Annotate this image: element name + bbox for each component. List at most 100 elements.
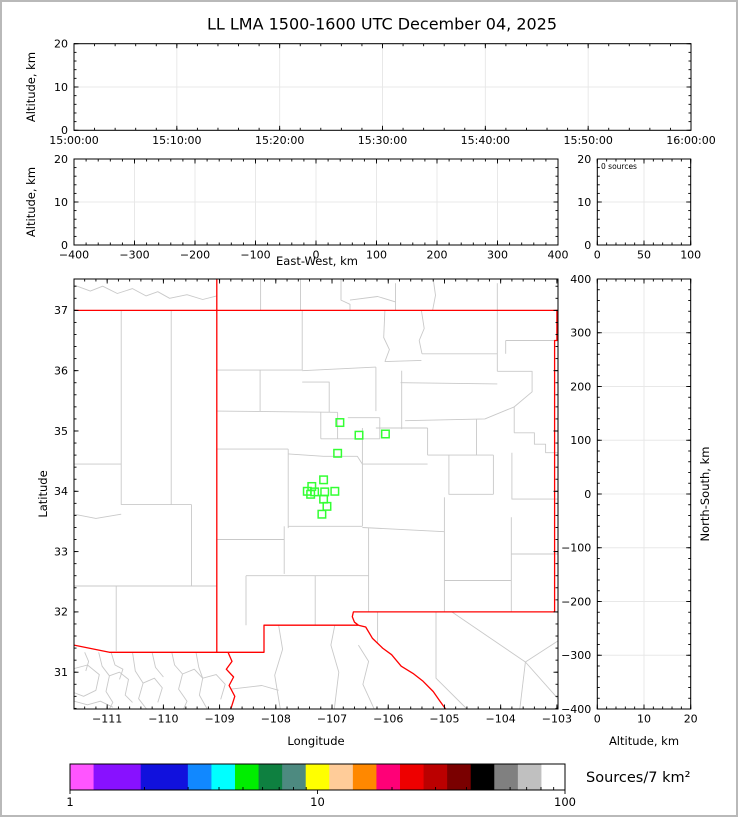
colorbar-segment xyxy=(541,764,566,790)
tick-label: 400 xyxy=(548,249,569,262)
colorbar-segment xyxy=(517,764,542,790)
lma-station-marker xyxy=(333,448,343,458)
lma-station-marker xyxy=(317,509,327,519)
tick-label: 10 xyxy=(54,81,68,94)
tick-label: 0 xyxy=(61,124,68,137)
tick-label: −111 xyxy=(92,713,122,726)
tick-label: 20 xyxy=(54,38,68,51)
lma-station-marker xyxy=(322,501,332,511)
county-boundary xyxy=(98,652,114,709)
county-boundary xyxy=(514,432,558,454)
county-boundary xyxy=(497,370,533,433)
tick-label: −107 xyxy=(317,713,347,726)
tick-label: 15:20:00 xyxy=(255,134,304,147)
state-boundary xyxy=(225,652,236,709)
county-boundary xyxy=(448,455,494,495)
colorbar-segment xyxy=(140,764,189,790)
tick-label: 100 xyxy=(366,249,387,262)
tick-label: 31 xyxy=(54,666,68,679)
county-boundary xyxy=(302,381,330,413)
panel-time_height: 15:00:00 15:10:00 15:20:00 15:30:00 15:40:00… xyxy=(49,38,715,147)
colorbar-segment xyxy=(470,764,495,790)
county-boundary xyxy=(142,677,163,703)
tick-label: 20 xyxy=(54,153,68,166)
tick-label: −300 xyxy=(119,249,149,262)
map-xlabel: Longitude xyxy=(287,734,345,748)
colorbar-segment xyxy=(70,764,95,790)
county-boundary xyxy=(362,527,445,533)
colorbar-segment xyxy=(376,764,401,790)
ns-panel-ylabel: North-South, km xyxy=(698,446,712,542)
county-boundary xyxy=(84,652,90,672)
tick-label: 15:40:00 xyxy=(461,134,510,147)
tick-label: −200 xyxy=(180,249,210,262)
tick-label: 15:10:00 xyxy=(152,134,201,147)
lma-station-marker xyxy=(380,429,390,439)
tick-label: −108 xyxy=(261,713,291,726)
tick-label: 37 xyxy=(54,304,68,317)
tick-label: 0 xyxy=(584,239,591,252)
tick-label: −400 xyxy=(59,249,89,262)
colorbar-segment xyxy=(258,764,283,790)
county-boundary xyxy=(74,513,122,519)
panel-ns_altitude: 0 10 20 −400 −300 −200 −100 0 100 200 300 400 xyxy=(561,273,698,726)
lma-station-marker xyxy=(306,489,316,499)
colorbar-segment xyxy=(282,764,307,790)
lma-station-marker xyxy=(354,430,364,440)
tick-label: 20 xyxy=(684,713,698,726)
tick-label: −103 xyxy=(542,713,572,726)
colorbar-segment xyxy=(352,764,377,790)
tick-label: −200 xyxy=(561,595,591,608)
tick-label: 100 xyxy=(570,434,591,447)
tick-label: 300 xyxy=(570,327,591,340)
colorbar-segment xyxy=(187,764,212,790)
county-boundary xyxy=(384,359,422,363)
county-boundary xyxy=(405,406,515,422)
panel-map: −111 −110 −109 −108 −107 −106 −105 −104 −103 31 32… xyxy=(54,278,572,726)
county-boundary xyxy=(349,296,396,303)
tick-label: 400 xyxy=(570,273,591,286)
tick-label: 10 xyxy=(577,196,591,209)
colorbar-segment xyxy=(423,764,448,790)
ew-panel-ylabel: Altitude, km xyxy=(24,166,38,238)
tick-label: 200 xyxy=(427,249,448,262)
county-boundary xyxy=(511,452,558,500)
colorbar-segment xyxy=(93,764,142,790)
colorbar-segment xyxy=(305,764,330,790)
ns-panel-xlabel: Altitude, km xyxy=(608,734,680,748)
county-boundary xyxy=(435,611,468,709)
colorbar-segment xyxy=(447,764,472,790)
tick-label: 0 xyxy=(594,713,601,726)
plot-title: LL LMA 1500-1600 UTC December 04, 2025 xyxy=(206,14,558,34)
lma-station-marker xyxy=(319,475,329,485)
tick-label: 0 xyxy=(594,249,601,262)
county-boundary xyxy=(202,674,226,700)
tick-label: −109 xyxy=(204,713,234,726)
lma-station-marker xyxy=(330,486,340,496)
county-boundary xyxy=(525,640,558,663)
tick-label: 50 xyxy=(637,249,651,262)
tick-label: 15:00:00 xyxy=(49,134,98,147)
county-boundary xyxy=(74,700,113,708)
county-boundary xyxy=(358,644,375,709)
colorbar-segment xyxy=(235,764,260,790)
tick-label: 100 xyxy=(680,249,701,262)
panel-histogram: 0 50 100 0 10 20 xyxy=(577,153,701,262)
tick-label: 20 xyxy=(577,153,591,166)
county-boundary xyxy=(288,453,428,465)
tick-label: 0 xyxy=(313,249,320,262)
tick-label: −110 xyxy=(148,713,178,726)
panel-ew_height: −400 −300 −200 −100 0 100 200 300 400 0 10 20 xyxy=(54,153,569,262)
county-boundary xyxy=(151,652,164,678)
colorbar-label: Sources/7 km² xyxy=(586,770,691,786)
tick-label: 35 xyxy=(54,425,68,438)
state-boundary xyxy=(74,624,359,653)
tick-label: 300 xyxy=(487,249,508,262)
tick-label: 16:00:00 xyxy=(666,134,715,147)
colorbar-segment xyxy=(494,764,519,790)
tick-label: 10 xyxy=(637,713,651,726)
panel-spines xyxy=(73,278,559,710)
county-boundary xyxy=(525,661,558,699)
